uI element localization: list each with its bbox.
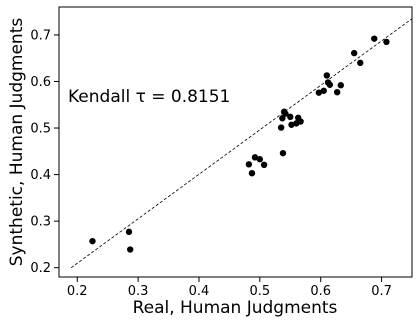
x-tick-label: 0.2	[67, 284, 88, 299]
scatter-point	[260, 161, 268, 169]
scatter-point	[89, 237, 96, 245]
scatter-point	[320, 87, 327, 94]
y-axis-label: Synthetic, Human Judgments	[7, 18, 27, 267]
y-axis-ticks: 0.2 0.3 0.4 0.5 0.6 0.7	[30, 28, 59, 276]
scatter-point	[277, 124, 285, 131]
x-tick-label: 0.4	[189, 284, 210, 299]
x-tick-label: 0.3	[128, 284, 149, 299]
y-tick-label: 0.7	[30, 28, 51, 43]
scatter-point	[297, 118, 304, 125]
y-tick-label: 0.2	[30, 261, 51, 276]
kendall-tau-annotation: Kendall τ = 0.8151	[68, 87, 230, 107]
scatter-point	[323, 72, 330, 79]
scatter-point	[326, 81, 334, 88]
y-tick-label: 0.5	[30, 122, 51, 137]
scatter-point	[333, 88, 341, 96]
y-tick-label: 0.3	[30, 215, 51, 230]
scatter-point	[383, 38, 390, 46]
scatter-point	[279, 149, 287, 157]
scatter-point	[337, 82, 344, 89]
scatter-point	[357, 59, 364, 67]
scatter-point	[245, 161, 253, 168]
scatter-point	[350, 49, 358, 57]
scatter-point	[371, 35, 378, 42]
x-tick-label: 0.6	[310, 284, 331, 299]
scatter-point	[287, 113, 294, 121]
scatter-point	[282, 110, 289, 117]
scatter-point	[256, 156, 264, 163]
x-axis-label: Real, Human Judgments	[133, 298, 338, 318]
data-points	[89, 35, 390, 253]
reference-diagonal-line	[70, 18, 413, 269]
scatter-point	[125, 228, 133, 236]
x-tick-label: 0.7	[371, 284, 392, 299]
y-tick-label: 0.4	[30, 168, 51, 183]
scatter-point	[288, 121, 295, 128]
scatter-point	[127, 246, 134, 253]
plot-area	[58, 6, 413, 278]
scatter-point	[315, 89, 323, 96]
scatter-point	[279, 115, 286, 122]
x-tick-label: 0.5	[250, 284, 271, 299]
scatter-point	[248, 169, 256, 177]
scatter-point	[251, 154, 259, 161]
y-tick-label: 0.6	[30, 75, 51, 90]
x-axis-ticks: 0.2 0.3 0.4 0.5 0.6 0.7	[67, 277, 392, 299]
